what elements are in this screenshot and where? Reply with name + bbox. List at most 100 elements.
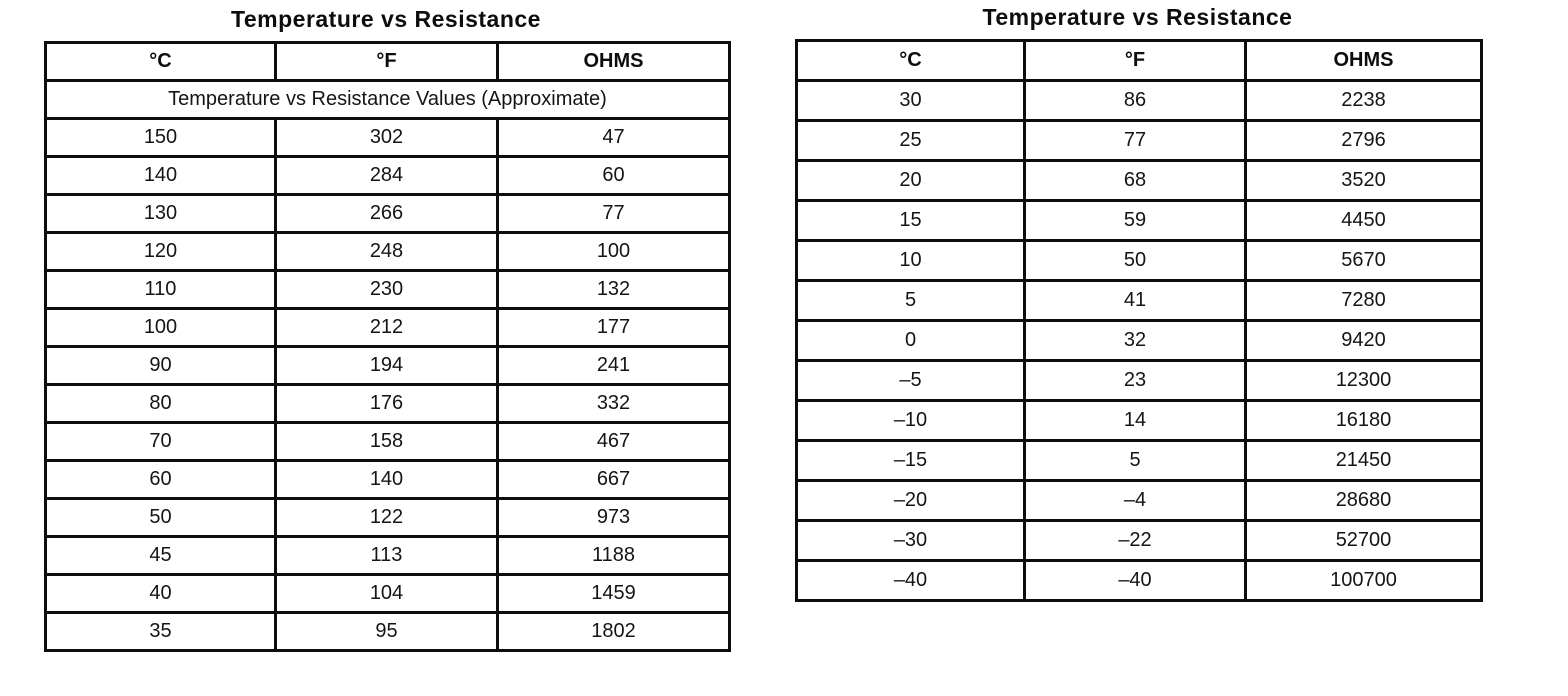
table-row: 150 302 47 bbox=[44, 117, 731, 158]
table-cell: 77 bbox=[496, 193, 731, 234]
table-cell: 332 bbox=[496, 383, 731, 424]
table-cell: 50 bbox=[1023, 239, 1247, 282]
table-row: 90 194 241 bbox=[44, 345, 731, 386]
left-table-section: Temperature vs Resistance °C °F OHMS Tem… bbox=[44, 6, 731, 652]
table-cell: 248 bbox=[274, 231, 499, 272]
table-cell: 23 bbox=[1023, 359, 1247, 402]
table-cell: 7280 bbox=[1244, 279, 1483, 322]
table-cell: 113 bbox=[274, 535, 499, 576]
table-cell: 16180 bbox=[1244, 399, 1483, 442]
table-cell: 284 bbox=[274, 155, 499, 196]
table-row: 5 41 7280 bbox=[795, 279, 1483, 322]
table-cell: 52700 bbox=[1244, 519, 1483, 562]
left-table-subtitle-row: Temperature vs Resistance Values (Approx… bbox=[44, 79, 731, 120]
table-row: –20 –4 28680 bbox=[795, 479, 1483, 522]
table-cell: –10 bbox=[795, 399, 1026, 442]
table-row: 25 77 2796 bbox=[795, 119, 1483, 162]
right-table-section: Temperature vs Resistance °C °F OHMS 30 8… bbox=[795, 4, 1483, 602]
table-row: 30 86 2238 bbox=[795, 79, 1483, 122]
table-cell: 104 bbox=[274, 573, 499, 614]
right-header-fahrenheit: °F bbox=[1023, 39, 1247, 82]
table-cell: 30 bbox=[795, 79, 1026, 122]
table-cell: 28680 bbox=[1244, 479, 1483, 522]
table-cell: 32 bbox=[1023, 319, 1247, 362]
right-table-header-row: °C °F OHMS bbox=[795, 39, 1483, 82]
table-cell: 150 bbox=[44, 117, 277, 158]
table-cell: 60 bbox=[44, 459, 277, 500]
table-cell: 110 bbox=[44, 269, 277, 310]
left-table-subtitle: Temperature vs Resistance Values (Approx… bbox=[44, 79, 731, 120]
table-cell: –30 bbox=[795, 519, 1026, 562]
table-cell: 12300 bbox=[1244, 359, 1483, 402]
table-row: 120 248 100 bbox=[44, 231, 731, 272]
table-cell: 130 bbox=[44, 193, 277, 234]
table-cell: 41 bbox=[1023, 279, 1247, 322]
table-cell: 50 bbox=[44, 497, 277, 538]
table-cell: 35 bbox=[44, 611, 277, 652]
table-cell: 100 bbox=[496, 231, 731, 272]
table-cell: 973 bbox=[496, 497, 731, 538]
left-header-fahrenheit: °F bbox=[274, 41, 499, 82]
table-cell: 120 bbox=[44, 231, 277, 272]
left-header-celsius: °C bbox=[44, 41, 277, 82]
table-row: 140 284 60 bbox=[44, 155, 731, 196]
table-row: 110 230 132 bbox=[44, 269, 731, 310]
left-table-header-row: °C °F OHMS bbox=[44, 41, 731, 82]
table-row: 35 95 1802 bbox=[44, 611, 731, 652]
table-cell: 132 bbox=[496, 269, 731, 310]
table-cell: 4450 bbox=[1244, 199, 1483, 242]
table-cell: 122 bbox=[274, 497, 499, 538]
table-cell: 177 bbox=[496, 307, 731, 348]
table-cell: 140 bbox=[274, 459, 499, 500]
table-cell: –20 bbox=[795, 479, 1026, 522]
table-cell: 77 bbox=[1023, 119, 1247, 162]
table-cell: 0 bbox=[795, 319, 1026, 362]
table-row: 10 50 5670 bbox=[795, 239, 1483, 282]
table-cell: 176 bbox=[274, 383, 499, 424]
right-table-body: 30 86 2238 25 77 2796 20 68 3520 15 59 4450 10 50 5670… bbox=[795, 79, 1483, 602]
table-cell: 90 bbox=[44, 345, 277, 386]
table-cell: 158 bbox=[274, 421, 499, 462]
table-row: 70 158 467 bbox=[44, 421, 731, 462]
table-cell: 1802 bbox=[496, 611, 731, 652]
table-cell: 86 bbox=[1023, 79, 1247, 122]
left-temperature-resistance-table: °C °F OHMS Temperature vs Resistance Val… bbox=[44, 41, 731, 652]
table-cell: –15 bbox=[795, 439, 1026, 482]
table-cell: 68 bbox=[1023, 159, 1247, 202]
table-row: –40 –40 100700 bbox=[795, 559, 1483, 602]
table-cell: 95 bbox=[274, 611, 499, 652]
table-cell: 25 bbox=[795, 119, 1026, 162]
left-header-ohms: OHMS bbox=[496, 41, 731, 82]
table-cell: 59 bbox=[1023, 199, 1247, 242]
right-table-title: Temperature vs Resistance bbox=[982, 4, 1293, 30]
table-row: 130 266 77 bbox=[44, 193, 731, 234]
table-cell: 15 bbox=[795, 199, 1026, 242]
right-header-ohms: OHMS bbox=[1244, 39, 1483, 82]
table-cell: 47 bbox=[496, 117, 731, 158]
table-cell: 5670 bbox=[1244, 239, 1483, 282]
table-cell: 212 bbox=[274, 307, 499, 348]
table-cell: 100 bbox=[44, 307, 277, 348]
table-cell: 5 bbox=[795, 279, 1026, 322]
table-cell: 10 bbox=[795, 239, 1026, 282]
table-cell: –40 bbox=[1023, 559, 1247, 602]
table-cell: 230 bbox=[274, 269, 499, 310]
left-table-body: 150 302 47 140 284 60 130 266 77 120 248 100 110 230 1… bbox=[44, 117, 731, 652]
table-row: 100 212 177 bbox=[44, 307, 731, 348]
table-cell: 40 bbox=[44, 573, 277, 614]
table-cell: 9420 bbox=[1244, 319, 1483, 362]
table-cell: –40 bbox=[795, 559, 1026, 602]
table-cell: 20 bbox=[795, 159, 1026, 202]
table-cell: 14 bbox=[1023, 399, 1247, 442]
table-cell: 302 bbox=[274, 117, 499, 158]
table-cell: 140 bbox=[44, 155, 277, 196]
right-header-celsius: °C bbox=[795, 39, 1026, 82]
table-cell: 241 bbox=[496, 345, 731, 386]
table-row: –15 5 21450 bbox=[795, 439, 1483, 482]
table-cell: 2796 bbox=[1244, 119, 1483, 162]
table-cell: 667 bbox=[496, 459, 731, 500]
left-table-title: Temperature vs Resistance bbox=[231, 6, 541, 32]
table-cell: 467 bbox=[496, 421, 731, 462]
table-cell: 21450 bbox=[1244, 439, 1483, 482]
